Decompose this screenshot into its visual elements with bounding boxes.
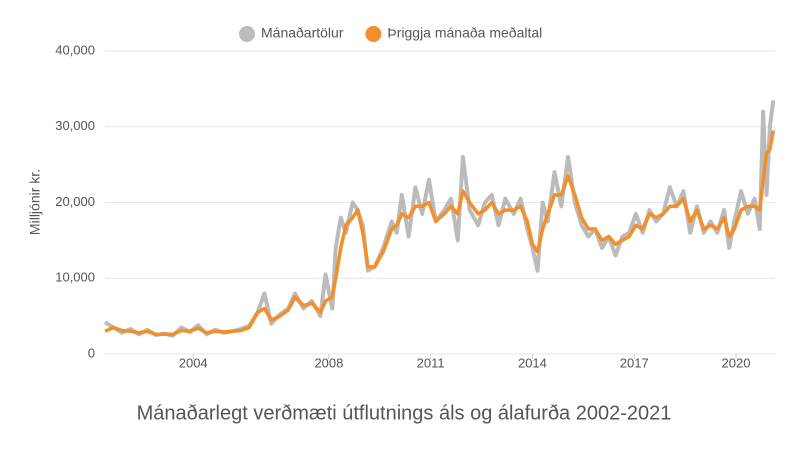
- legend-label: Þriggja mánaða meðaltal: [387, 25, 542, 41]
- x-tick-label: 2017: [620, 355, 649, 370]
- y-tick-label: 40,000: [55, 42, 95, 57]
- legend-marker: [365, 26, 382, 42]
- chart-title: Mánaðarlegt verðmæti útflutnings áls og …: [137, 402, 672, 424]
- y-tick-label: 10,000: [55, 270, 95, 285]
- y-tick-label: 0: [88, 345, 95, 360]
- x-tick-label: 2014: [518, 355, 547, 370]
- legend-label: Mánaðartölur: [261, 25, 344, 41]
- y-tick-label: 30,000: [55, 118, 95, 133]
- x-tick-label: 2008: [314, 355, 343, 370]
- x-tick-label: 2004: [179, 355, 208, 370]
- y-tick-label: 20,000: [55, 194, 95, 209]
- x-tick-label: 2020: [722, 355, 751, 370]
- series-line: [104, 130, 776, 337]
- y-axis-label: Milljónir kr.: [27, 169, 43, 235]
- x-tick-label: 2011: [417, 355, 445, 370]
- legend-marker: [239, 26, 255, 42]
